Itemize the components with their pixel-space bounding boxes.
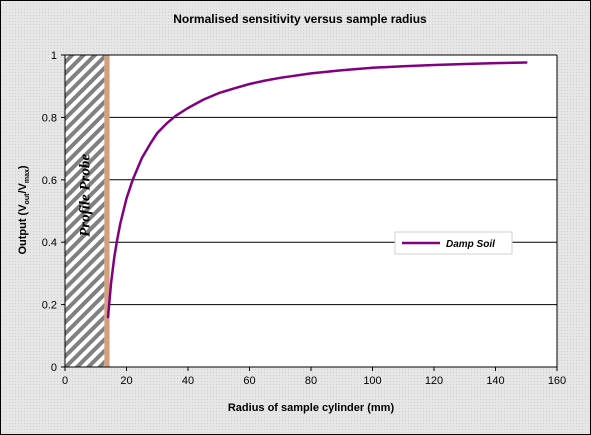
x-tick-label: 40	[182, 375, 194, 387]
x-tick-label: 0	[62, 375, 68, 387]
y-tick-label: 0	[51, 362, 57, 374]
x-tick-label: 60	[243, 375, 255, 387]
y-axis-label-end: )	[17, 165, 29, 169]
y-tick-label: 1	[51, 50, 57, 62]
y-tick-label: 0.8	[42, 112, 57, 124]
y-tick-label: 0.4	[42, 237, 57, 249]
y-tick-label: 0.6	[42, 175, 57, 187]
legend-box	[394, 231, 513, 255]
y-axis-label-sub-out: out	[24, 193, 31, 205]
y-tick-label: 0.2	[42, 300, 57, 312]
probe-wall	[104, 55, 110, 367]
y-axis-label-main: Output (V	[17, 204, 29, 255]
x-tick-label: 80	[305, 375, 317, 387]
plot-background	[65, 55, 557, 367]
x-axis-label: Radius of sample cylinder (mm)	[228, 402, 395, 414]
plot-area: Profile Probe	[64, 54, 558, 368]
probe-label: Profile Probe	[78, 154, 94, 237]
y-axis-label-sub-max: max	[24, 169, 31, 183]
axes	[64, 54, 558, 368]
y-axis-label-mid: /V	[17, 182, 29, 193]
x-tick-labels: 0 20 40 60 80 100 120 140 160	[62, 367, 566, 387]
legend-entry-damp-soil: Damp Soil	[446, 239, 495, 250]
x-tick-label: 140	[486, 375, 504, 387]
x-tick-label: 100	[363, 375, 381, 387]
probe-region	[65, 55, 105, 367]
series-line-0	[106, 61, 528, 319]
series-layer	[106, 61, 528, 319]
chart-title: Normalised sensitivity versus sample rad…	[173, 12, 427, 26]
y-axis-label: Output (Vout/Vmax)	[17, 165, 31, 254]
x-tick-label: 120	[425, 375, 443, 387]
x-tick-label: 20	[120, 375, 132, 387]
legend: Damp Soil	[394, 231, 513, 255]
y-tick-labels: 0 0.2 0.4 0.6 0.8 1	[42, 50, 65, 374]
x-tick-label: 160	[548, 375, 566, 387]
